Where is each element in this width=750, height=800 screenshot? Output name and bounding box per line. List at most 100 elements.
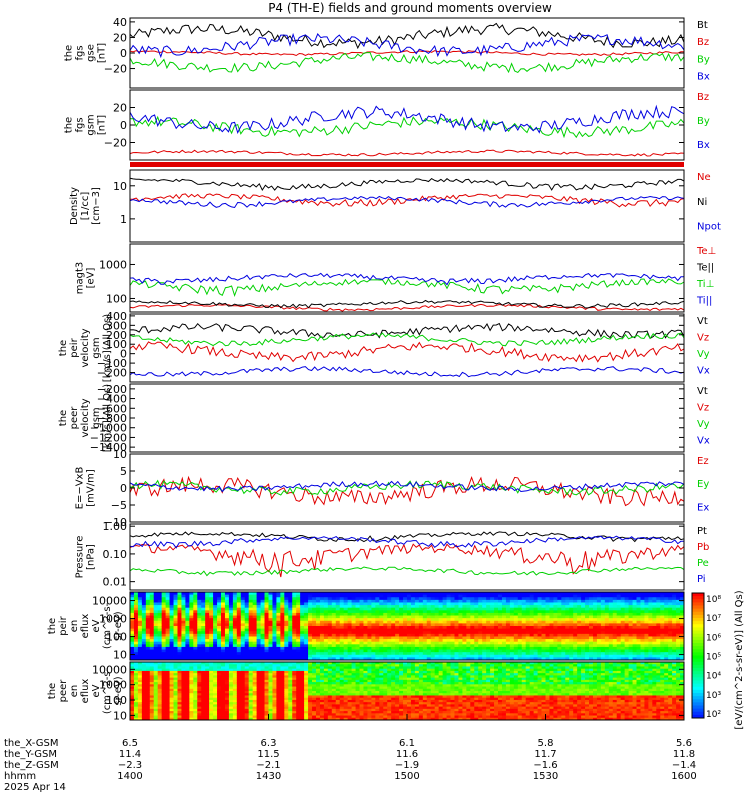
heatmap-cell [169, 657, 174, 661]
heatmap-cell [343, 618, 349, 622]
heatmap-cell [545, 633, 550, 637]
heatmap-cell [545, 623, 550, 627]
heatmap-cell [173, 713, 178, 716]
heatmap-cell [280, 620, 285, 624]
heatmap-cell [149, 706, 155, 710]
heatmap-cell [668, 633, 673, 637]
heatmap-cell [236, 607, 242, 611]
heatmap-cell [375, 620, 380, 624]
heatmap-cell [589, 657, 594, 661]
heatmap-cell [161, 636, 167, 640]
heatmap-cell [228, 592, 234, 596]
heatmap-cell [426, 636, 432, 640]
heatmap-cell [256, 620, 261, 624]
heatmap-cell [232, 666, 238, 670]
heatmap-cell [600, 602, 606, 606]
heatmap-cell [209, 615, 214, 619]
heatmap-cell [312, 610, 317, 614]
tick-label: 1.00 [103, 520, 128, 533]
heatmap-cell [636, 639, 641, 643]
heatmap-cell [315, 652, 321, 656]
heatmap-cell [509, 599, 515, 603]
heatmap-cell [359, 626, 364, 630]
heatmap-cell [157, 615, 163, 619]
heatmap-cell [410, 597, 416, 601]
heatmap-cell [252, 610, 258, 614]
heatmap-cell [209, 717, 214, 721]
heatmap-cell [244, 633, 250, 637]
heatmap-cell [213, 610, 218, 614]
heatmap-cell [521, 594, 527, 598]
heatmap-cell [272, 702, 277, 705]
heatmap-cell [600, 605, 606, 609]
heatmap-cell [680, 615, 685, 619]
heatmap-cell [308, 615, 313, 619]
heatmap-cell [141, 636, 147, 640]
heatmap-cell [236, 666, 242, 670]
heatmap-cell [430, 646, 436, 650]
heatmap-cell [280, 668, 285, 672]
heatmap-cell [537, 652, 542, 656]
heatmap-cell [185, 631, 190, 635]
heatmap-cell [173, 702, 178, 705]
heatmap-cell [292, 620, 297, 624]
heatmap-cell [553, 605, 558, 609]
heatmap-cell [403, 652, 408, 656]
heatmap-cell [205, 666, 210, 670]
heatmap-cell [130, 657, 135, 661]
heatmap-cell [438, 623, 444, 627]
heatmap-cell [581, 644, 586, 648]
heatmap-cell [232, 623, 238, 627]
heatmap-cell [228, 695, 234, 699]
heatmap-cell [181, 715, 186, 719]
heatmap-cell [676, 649, 681, 653]
heatmap-cell [149, 708, 155, 712]
heatmap-cell [612, 607, 618, 611]
heatmap-cell [604, 599, 610, 603]
heatmap-cell [379, 626, 384, 630]
heatmap-cell [359, 654, 364, 658]
heatmap-cell [173, 602, 178, 606]
heatmap-cell [224, 636, 230, 640]
heatmap-cell [569, 626, 574, 630]
heatmap-cell [426, 644, 432, 648]
heatmap-cell [197, 673, 202, 676]
heatmap-cell [236, 673, 242, 676]
heatmap-cell [581, 597, 586, 601]
tick-label: 20 [113, 31, 127, 44]
heatmap-cell [513, 615, 519, 619]
heatmap-cell [501, 649, 507, 653]
heatmap-cell [201, 686, 206, 690]
heatmap-cell [327, 618, 333, 622]
heatmap-cell [569, 641, 574, 645]
heatmap-cell [363, 607, 368, 611]
heatmap-cell [201, 602, 206, 606]
heatmap-cell [252, 649, 258, 653]
heatmap-cell [620, 602, 626, 606]
heatmap-cell [141, 686, 147, 690]
heatmap-cell [149, 646, 155, 650]
heatmap-cell [185, 626, 190, 630]
heatmap-cell [280, 706, 285, 710]
heatmap-cell [165, 693, 170, 696]
heatmap-cell [494, 594, 499, 598]
heatmap-cell [217, 597, 222, 601]
heatmap-cell [165, 670, 170, 674]
heatmap-cell [240, 706, 246, 710]
heatmap-cell [327, 641, 333, 645]
heatmap-cell [513, 623, 519, 627]
heatmap-cell [244, 688, 250, 692]
heatmap-cell [581, 610, 586, 614]
heatmap-cell [343, 628, 349, 632]
heatmap-cell [549, 602, 554, 606]
heatmap-cell [410, 620, 416, 624]
heatmap-cell [505, 602, 511, 606]
heatmap-cell [161, 668, 167, 672]
heatmap-cell [628, 636, 633, 640]
heatmap-cell [498, 615, 503, 619]
heatmap-cell [224, 713, 230, 716]
heatmap-cell [141, 668, 147, 672]
heatmap-cell [537, 636, 542, 640]
heatmap-cell [300, 631, 305, 635]
heatmap-cell [228, 691, 234, 694]
